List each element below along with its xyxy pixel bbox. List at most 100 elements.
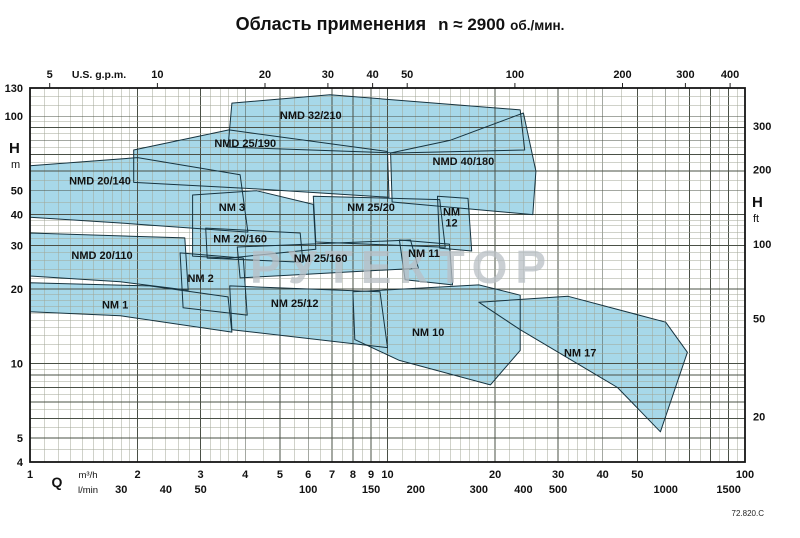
title-speed: n ≈ 2900 [438,15,506,34]
region-label-nmd-32-210: NMD 32/210 [280,110,342,122]
region-outline-nm-11 [398,239,453,286]
top-tick-label: 30 [322,69,334,81]
left-tick-label: 10 [11,359,23,371]
region-nm-12 [437,196,472,251]
bottom-lmin-label: 300 [470,484,488,496]
left-tick-label: 5 [17,433,23,445]
title-main: Область применения [235,14,427,34]
bottom-lmin-label: 30 [115,484,127,496]
region-label-nm-3: NM 3 [219,202,245,214]
flow-unit-lmin: l/min [78,485,98,496]
bottom-lmin-label: 50 [194,484,206,496]
grid [30,88,745,462]
right-axis-unit: ft [753,213,759,225]
bottom-m3h-label: 40 [597,469,609,481]
region-label-nm-25-20: NM 25/20 [347,202,395,214]
bottom-m3h-label: 20 [489,469,501,481]
bottom-lmin-label: 1500 [716,484,740,496]
top-tick-label: 400 [721,69,739,81]
title-unit: об./мин. [510,18,565,33]
bottom-m3h-label: 50 [631,469,643,481]
region-outline-nm-10 [352,284,521,386]
region-outline-nm-25-160 [236,239,419,279]
bottom-m3h-label: 9 [368,469,374,481]
right-tick-label: 50 [753,313,765,325]
bottom-m3h-label: 7 [329,469,335,481]
region-label-nm-20-160: NM 20/160 [213,234,267,246]
watermark: РУТЕКТОР [250,241,554,293]
top-tick-label: 50 [401,69,413,81]
bottom-m3h-label: 8 [350,469,356,481]
right-tick-label: 20 [753,412,765,424]
bottom-lmin-label: 200 [407,484,425,496]
bottom-lmin-label: 1000 [653,484,677,496]
top-tick-label: 40 [366,69,378,81]
right-axis-caption: H [752,194,763,211]
region-label-nm-11: NM 11 [408,248,440,260]
bottom-m3h-label: 3 [198,469,204,481]
bottom-lmin-label: 40 [160,484,172,496]
region-outline-nmd-25-190 [133,129,390,198]
region-label-nm-25-12: NM 25/12 [271,298,319,310]
bottom-m3h-label: 2 [135,469,141,481]
region-outlines [29,94,688,433]
bottom-m3h-label: 5 [277,469,283,481]
region-nm-11 [399,240,453,285]
region-label-nmd-40-180: NMD 40/180 [433,156,495,168]
region-fills [30,94,688,432]
top-tick-label: 10 [151,69,163,81]
left-tick-label: 130 [5,83,23,95]
region-label-nmd-25-190: NMD 25/190 [214,138,276,150]
left-tick-label: 4 [17,457,24,469]
doc-number: 72.820.C [731,509,764,518]
region-outline-nm-12 [437,195,473,252]
region-label-nm-12: NM 12 [443,206,460,229]
region-label-nm-25-160: NM 25/160 [294,253,348,265]
bottom-m3h-label: 30 [552,469,564,481]
left-axis-caption: H [9,140,20,157]
region-outline-nm-17 [478,295,688,433]
region-outline-nm-25-20 [312,195,446,248]
region-label-nm-2: NM 2 [187,273,213,285]
region-nmd-20-110 [30,233,189,291]
bottom-m3h-label: 6 [305,469,311,481]
top-tick-label: 100 [506,69,524,81]
top-tick-label: 20 [259,69,271,81]
region-labels: NMD 32/210 NMD 25/190 NMD 40/180 NMD 20/140… [69,110,596,359]
top-axis-caption: U.S. g.p.m. [72,69,126,81]
top-tick-label: 300 [676,69,694,81]
bottom-m3h-label: 1 [27,469,33,481]
bottom-lmin-label: 400 [514,484,532,496]
region-outline-nm-2 [179,252,248,316]
left-tick-label: 50 [11,186,23,198]
region-outline-nm-25-12 [229,285,388,349]
left-tick-label: 40 [11,210,23,222]
bottom-m3h-label: 4 [242,469,249,481]
chart-title: Область применения n ≈ 2900 об./мин. [0,14,800,35]
region-label-nmd-20-140: NMD 20/140 [69,175,131,187]
plot-border [29,87,746,463]
region-label-nmd-20-110: NMD 20/110 [71,250,132,262]
top-tick-label: 5 [47,69,53,81]
region-outline-nmd-40-180 [390,112,537,216]
region-outline-nmd-32-210 [227,94,526,154]
right-tick-label: 100 [753,239,771,251]
region-label-nm-17: NM 17 [564,347,596,359]
bottom-lmin-label: 100 [299,484,317,496]
top-tick-label: 200 [613,69,631,81]
region-outline-nm-20-160 [205,227,304,263]
region-nmd-40-180 [390,113,536,215]
right-tick-label: 200 [753,164,771,176]
flow-unit-m3h: m³/h [79,470,98,481]
left-axis-unit: m [11,159,20,171]
left-tick-label: 20 [11,284,23,296]
right-tick-label: 300 [753,121,771,133]
bottom-m3h-label: 10 [381,469,393,481]
bottom-lmin-label: 150 [362,484,380,496]
bottom-lmin-label: 500 [549,484,567,496]
region-nm-25-160 [237,240,419,278]
flow-axis-caption: Q [52,474,63,490]
